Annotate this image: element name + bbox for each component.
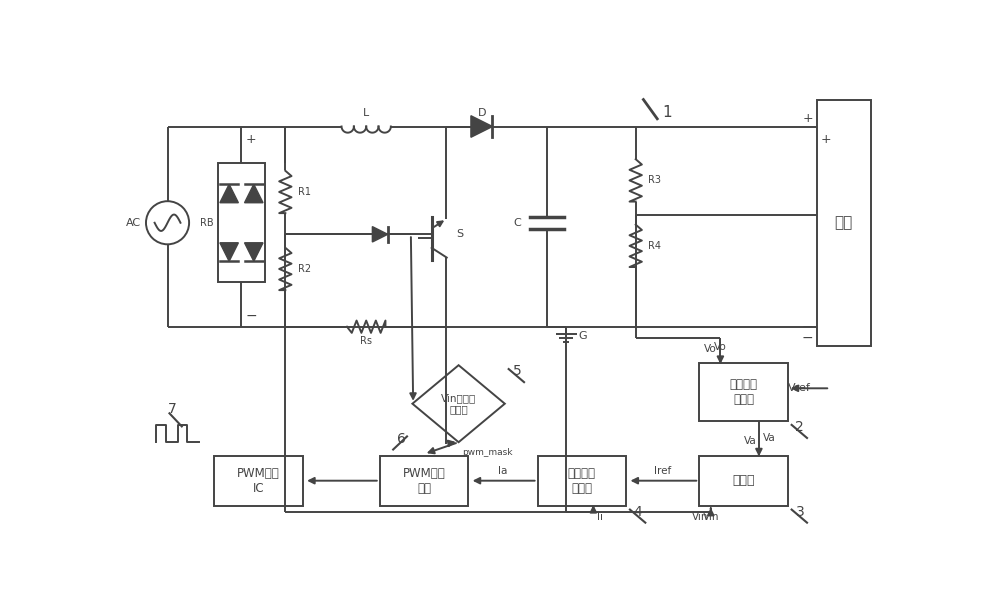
Text: 电压误差
放大器: 电压误差 放大器 (730, 378, 758, 406)
Text: S: S (456, 229, 463, 240)
Polygon shape (245, 185, 263, 203)
Polygon shape (471, 116, 492, 137)
Text: R3: R3 (648, 175, 661, 185)
Text: D: D (477, 108, 486, 117)
Text: PWM驱动
IC: PWM驱动 IC (237, 466, 280, 495)
Text: RB: RB (200, 218, 214, 227)
Text: Rs: Rs (360, 336, 372, 346)
Text: Vin: Vin (703, 512, 719, 522)
Text: +: + (820, 132, 831, 146)
Text: +: + (802, 113, 813, 125)
Bar (699, 456, 788, 506)
Text: −: − (801, 319, 813, 334)
Text: Iref: Iref (654, 466, 671, 477)
Text: L: L (363, 108, 369, 117)
Text: Vin采样阈
値判断: Vin采样阈 値判断 (441, 393, 476, 414)
Text: Va: Va (763, 433, 776, 443)
Polygon shape (412, 365, 505, 442)
Bar (699, 363, 788, 421)
Text: C: C (513, 218, 521, 227)
Text: 5: 5 (512, 364, 521, 378)
Polygon shape (220, 185, 238, 203)
Polygon shape (245, 243, 263, 261)
Text: 4: 4 (634, 505, 643, 519)
Text: 1: 1 (663, 105, 672, 120)
Text: Ia: Ia (498, 466, 507, 477)
Bar (218, 163, 265, 283)
Text: R2: R2 (298, 264, 311, 274)
Text: Ii: Ii (597, 512, 603, 522)
Text: R1: R1 (298, 187, 311, 197)
Text: 3: 3 (795, 505, 804, 519)
Polygon shape (372, 227, 388, 242)
Text: 6: 6 (397, 433, 406, 446)
Text: −: − (801, 330, 813, 345)
Text: Vo: Vo (714, 342, 727, 352)
Text: R4: R4 (648, 241, 661, 251)
Text: 乘法器: 乘法器 (732, 474, 755, 487)
Text: Va: Va (744, 436, 757, 446)
Bar (538, 456, 626, 506)
Text: Vref: Vref (788, 384, 811, 393)
Text: Vo: Vo (704, 344, 717, 354)
Bar (380, 456, 468, 506)
Text: PWM波形
生成: PWM波形 生成 (403, 466, 445, 495)
Text: AC: AC (125, 218, 141, 227)
Text: 2: 2 (795, 420, 804, 434)
Bar (817, 100, 871, 346)
Text: pwm_mask: pwm_mask (462, 448, 513, 457)
Text: +: + (245, 132, 256, 146)
Polygon shape (220, 243, 238, 261)
Text: 负载: 负载 (834, 215, 853, 231)
Text: 7: 7 (167, 402, 176, 416)
Text: 电流误差
放大器: 电流误差 放大器 (568, 466, 596, 495)
Text: Vin: Vin (692, 512, 708, 522)
Text: −: − (245, 309, 257, 323)
Bar (214, 456, 303, 506)
Text: G: G (579, 331, 587, 341)
